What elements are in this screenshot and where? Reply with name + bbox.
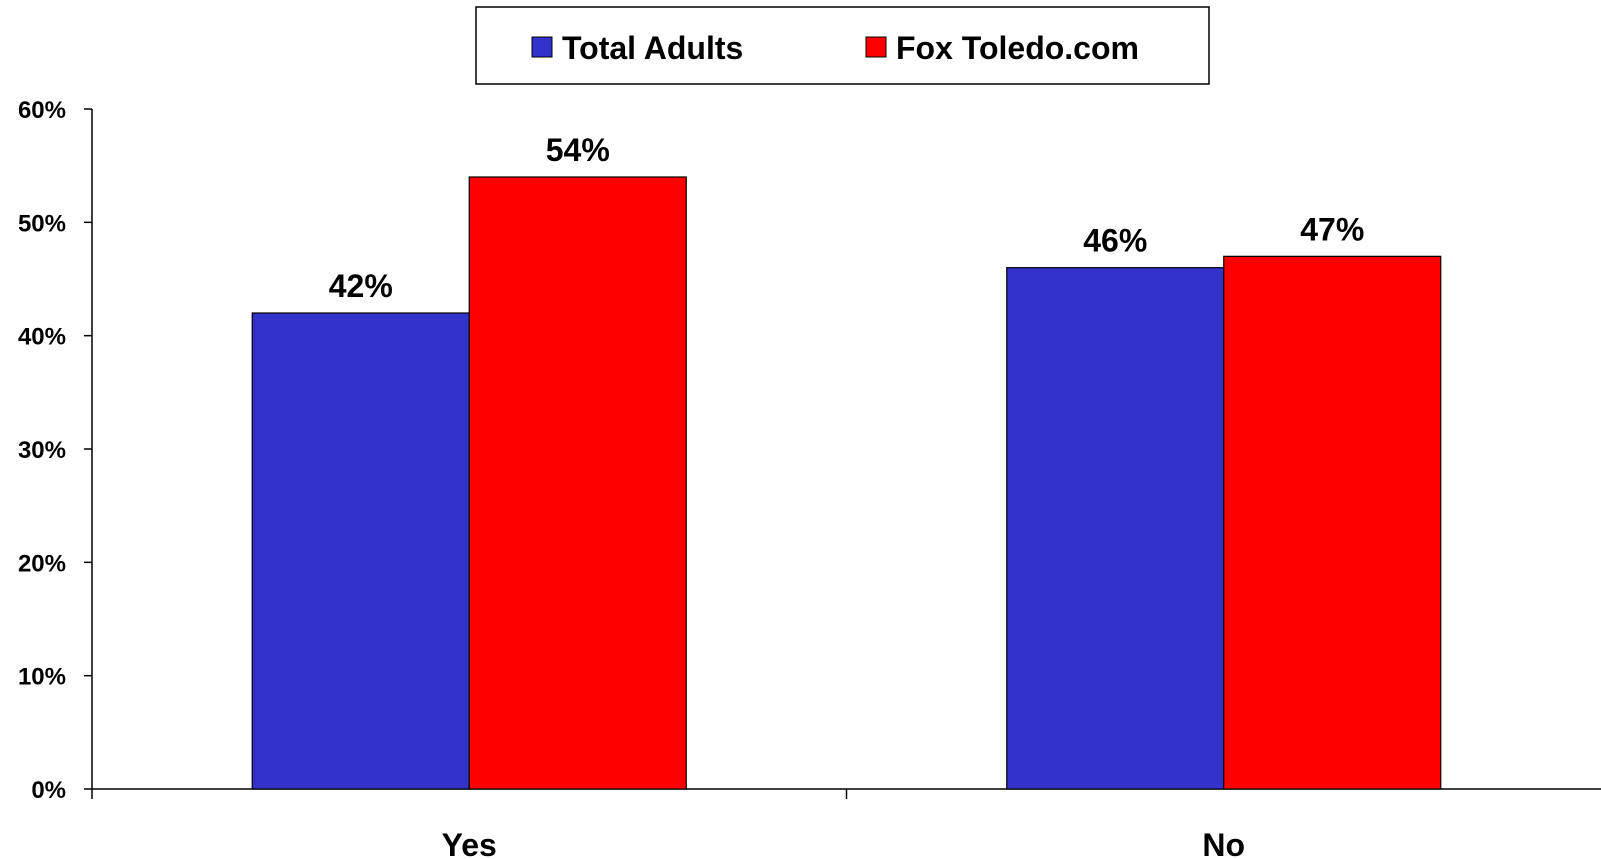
bar-1-1: [1223, 255, 1442, 790]
legend-label-total-adults: Total Adults: [562, 30, 743, 66]
data-labels: 42% 54% 46% 47%: [329, 132, 1365, 304]
legend-swatch-total-adults: [531, 36, 553, 58]
legend-box: [475, 6, 1210, 85]
data-label: 42%: [329, 268, 393, 304]
bars: [251, 176, 1442, 790]
y-tick-label: 30%: [18, 437, 66, 464]
y-tick-label: 10%: [18, 664, 66, 691]
bar-0-1: [1006, 267, 1225, 790]
y-tick-label: 40%: [18, 324, 66, 351]
x-tick-label: No: [1202, 827, 1245, 859]
bar-0-0: [251, 312, 470, 790]
x-tick-label: Yes: [442, 827, 497, 859]
y-tick-label: 20%: [18, 550, 66, 577]
data-label: 46%: [1083, 223, 1147, 259]
legend-label-fox-toledo: Fox Toledo.com: [896, 30, 1139, 66]
y-tick-label: 60%: [18, 97, 66, 124]
legend-swatch-fox-toledo: [865, 36, 887, 58]
data-label: 54%: [546, 132, 610, 168]
y-tick-label: 50%: [18, 210, 66, 237]
y-tick-label: 0%: [31, 777, 66, 804]
bar-1-0: [468, 176, 687, 790]
legend: Total Adults Fox Toledo.com: [475, 6, 1210, 85]
data-label: 47%: [1300, 211, 1364, 247]
